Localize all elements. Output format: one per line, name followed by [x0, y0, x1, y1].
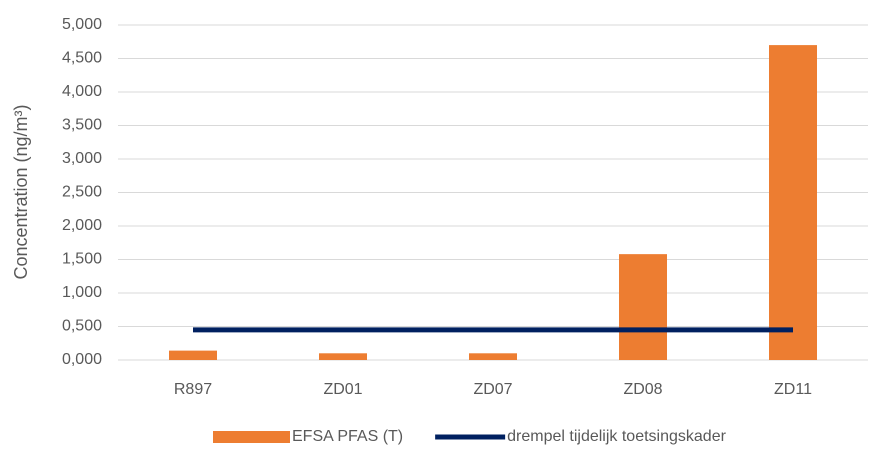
x-tick-label: ZD08 — [623, 381, 662, 398]
bar — [619, 254, 667, 360]
y-tick-label: 5,000 — [62, 16, 102, 33]
y-axis-label: Concentration (ng/m³) — [11, 104, 31, 279]
bar — [769, 45, 817, 360]
x-tick-label: R897 — [174, 381, 212, 398]
y-tick-label: 4,500 — [62, 50, 102, 67]
y-tick-label: 3,500 — [62, 117, 102, 134]
y-tick-label: 1,500 — [62, 251, 102, 268]
legend-swatch — [213, 431, 290, 443]
y-tick-label: 0,500 — [62, 318, 102, 335]
x-tick-label: ZD11 — [774, 381, 812, 398]
bar — [169, 350, 217, 360]
x-tick-label: ZD07 — [473, 381, 512, 398]
legend-label: EFSA PFAS (T) — [292, 428, 403, 445]
bar — [469, 353, 517, 360]
y-tick-label: 2,500 — [62, 184, 102, 201]
legend-label: drempel tijdelijk toetsingskader — [507, 428, 726, 445]
y-tick-label: 2,000 — [62, 217, 102, 234]
y-tick-label: 3,000 — [62, 150, 102, 167]
y-tick-label: 4,000 — [62, 83, 102, 100]
bar — [319, 353, 367, 360]
x-tick-label: ZD01 — [323, 381, 362, 398]
y-tick-label: 0,000 — [62, 351, 102, 368]
y-tick-label: 1,000 — [62, 284, 102, 301]
